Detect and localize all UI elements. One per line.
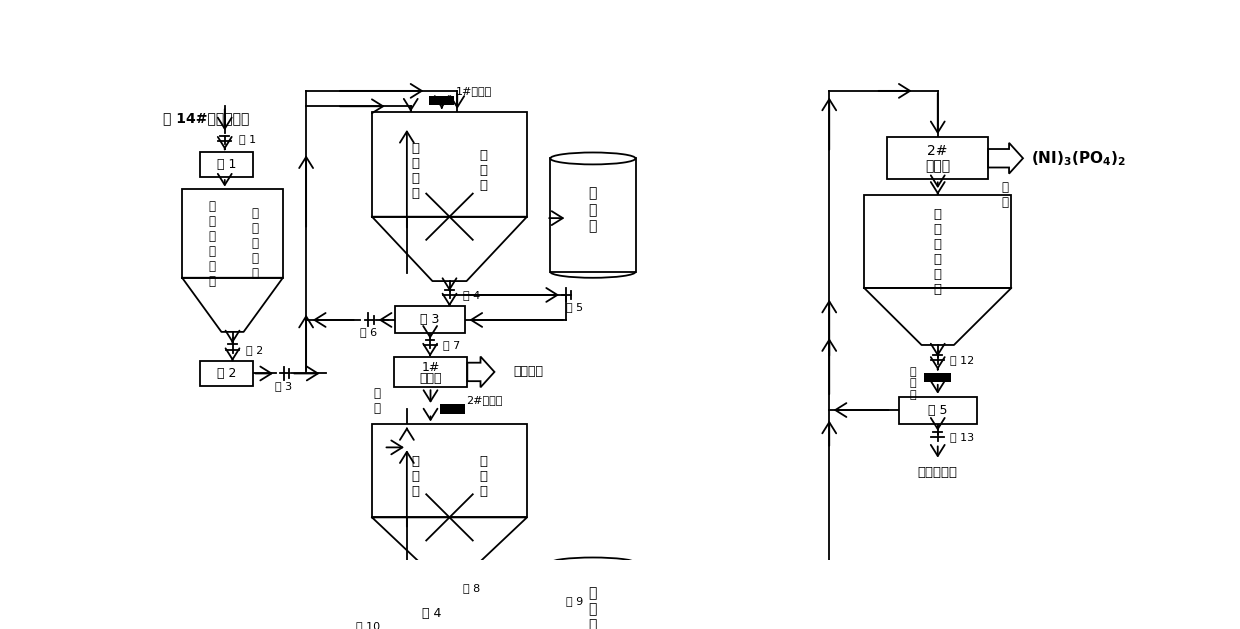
Text: 阀 1: 阀 1 [238,135,255,145]
Bar [396,600,469,627]
Bar [864,195,1012,288]
Bar [200,152,253,177]
Text: 泵 3: 泵 3 [420,313,440,326]
Text: 阀 9: 阀 9 [567,596,584,606]
Text: 阀 4: 阀 4 [464,290,481,300]
Polygon shape [467,357,495,387]
Text: 镍
锡
固
体: 镍 锡 固 体 [412,142,419,200]
Text: 阀 13: 阀 13 [950,432,975,442]
Bar [551,159,635,272]
Bar [372,112,527,217]
Bar [924,373,951,382]
Text: 着
色
封
孔
镍
锡: 着 色 封 孔 镍 锡 [208,199,216,287]
Text: 1#电搅拌: 1#电搅拌 [456,86,492,96]
Text: 阀 3: 阀 3 [275,381,293,391]
Text: 泵 2: 泵 2 [217,367,236,380]
Text: 泵 4: 泵 4 [423,607,441,620]
Text: 至绿化用地: 至绿化用地 [918,465,957,479]
Text: 压滤机: 压滤机 [419,372,441,384]
Bar [394,357,467,387]
Text: 接 14#流动水洗槽: 接 14#流动水洗槽 [162,111,249,125]
Text: 废
水
收
集
罐: 废 水 收 集 罐 [252,207,258,280]
Text: 1#: 1# [422,361,440,374]
Text: 液
氨
罐: 液 氨 罐 [589,187,598,233]
Text: 2#电搅拌: 2#电搅拌 [466,394,502,404]
Bar [182,189,283,278]
Text: $\mathbf{(NI)_3(PO_4)_2}$: $\mathbf{(NI)_3(PO_4)_2}$ [1030,149,1126,167]
Text: 2#: 2# [928,143,949,158]
Text: 泵 5: 泵 5 [928,404,947,416]
Text: 阀 10: 阀 10 [356,621,381,629]
Text: 阀 8: 阀 8 [464,583,481,593]
Text: 复
合
肥
回
收
罐: 复 合 肥 回 收 罐 [934,208,941,296]
Text: 阀 7: 阀 7 [443,340,460,350]
Polygon shape [988,143,1023,174]
Text: 阀 6: 阀 6 [360,327,377,337]
Bar [440,404,465,413]
Bar [200,361,253,386]
Text: 磷
酸
罐: 磷 酸 罐 [589,586,598,629]
Text: 阀 12: 阀 12 [950,355,975,365]
Ellipse shape [551,557,635,568]
Bar [396,306,465,333]
Ellipse shape [551,152,635,164]
Text: 过
滤
器: 过 滤 器 [909,367,916,400]
Bar [888,137,988,179]
Bar [899,396,977,423]
Text: 磷
酸
镍: 磷 酸 镍 [412,455,419,498]
Bar [429,96,454,105]
Text: 压滤机: 压滤机 [925,159,950,173]
Text: 阀 5: 阀 5 [567,303,584,312]
Text: 阀 2: 阀 2 [247,345,264,355]
Text: 回
收
罐: 回 收 罐 [480,150,487,192]
Bar [551,563,635,629]
Text: 滤
液: 滤 液 [1002,181,1008,209]
Text: 镍锡固体: 镍锡固体 [513,365,544,379]
Text: 回
收
罐: 回 收 罐 [480,455,487,498]
Text: 滤
液: 滤 液 [373,387,381,415]
Bar [372,425,527,518]
Text: 泵 1: 泵 1 [217,159,236,171]
